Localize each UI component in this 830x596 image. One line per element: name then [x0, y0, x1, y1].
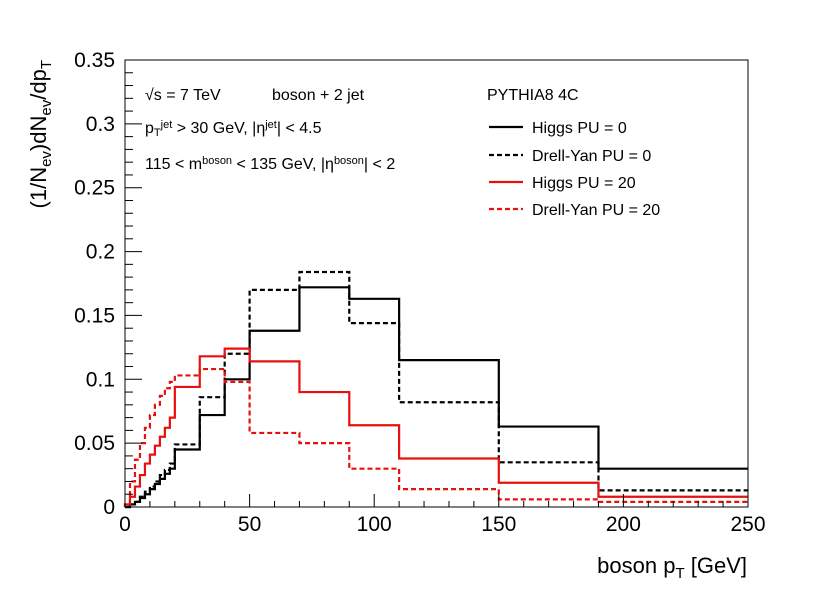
x-tick-label: 50	[238, 513, 261, 536]
legend-header: PYTHIA8 4C	[487, 87, 579, 104]
x-tick-label: 0	[119, 513, 131, 536]
x-tick-label: 200	[606, 513, 641, 536]
x-axis-title: boson pT [GeV]	[597, 553, 747, 582]
y-tick-label: 0.15	[74, 304, 115, 327]
y-tick-label: 0.3	[86, 113, 115, 136]
series-line-4	[123, 367, 748, 507]
y-tick-label: 0.05	[74, 432, 115, 455]
plot-frame	[124, 59, 749, 508]
legend-label-4: Drell-Yan PU = 20	[532, 202, 660, 219]
annotation-sqrt-s: √s = 7 TeV	[145, 87, 221, 104]
legend-label-1: Higgs PU = 0	[532, 120, 627, 137]
x-tick-label: 250	[730, 513, 765, 536]
legend-label-2: Drell-Yan PU = 0	[532, 148, 651, 165]
y-tick-label: 0.25	[74, 177, 115, 200]
x-tick-label: 100	[357, 513, 392, 536]
annotation-jet-cut: pTjet > 30 GeV, |ηjet| < 4.5	[145, 119, 322, 139]
axis-layer: 0 50 100 150 200 250 0 0.05 0.1 0.15 0.2 0.25 0.3 0.3…	[74, 49, 765, 536]
y-tick-label: 0	[103, 496, 115, 519]
legend-label-3: Higgs PU = 20	[532, 175, 636, 192]
series-line-1	[125, 286, 748, 509]
y-tick-label: 0.35	[74, 49, 115, 72]
series-layer	[123, 270, 748, 509]
y-axis-title: (1/Nev)dNev/dpT	[26, 60, 55, 208]
y-tick-label: 0.2	[86, 241, 115, 264]
series-line-3	[123, 347, 748, 507]
annotation-layer: √s = 7 TeV boson + 2 jet pTjet > 30 GeV, |…	[145, 87, 395, 173]
annotation-mass-cut: 115 < mboson < 135 GeV, |ηboson| < 2	[145, 155, 395, 173]
annotation-process: boson + 2 jet	[272, 87, 365, 104]
series-line-2	[125, 270, 748, 509]
x-tick-label: 150	[481, 513, 516, 536]
y-tick-label: 0.1	[86, 368, 115, 391]
legend: PYTHIA8 4C Higgs PU = 0 Drell-Yan PU = 0 Hi…	[487, 87, 660, 219]
